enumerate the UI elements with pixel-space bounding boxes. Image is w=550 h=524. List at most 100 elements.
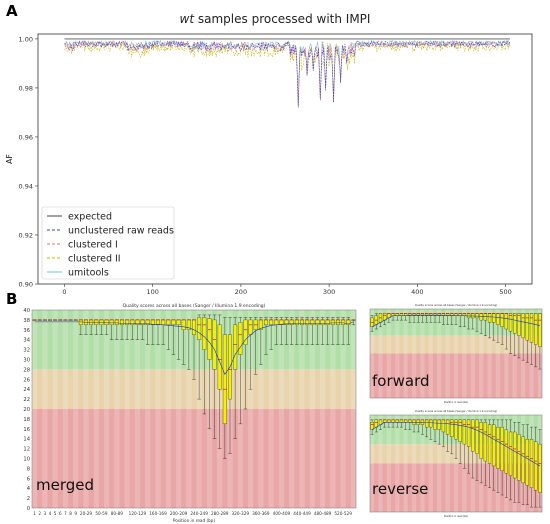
column-stripe [437, 309, 442, 398]
quality-box [222, 334, 227, 425]
x-tick-label: 8 [69, 511, 72, 516]
quality-box [171, 319, 176, 326]
quality-box [212, 319, 217, 370]
quality-box [404, 419, 408, 423]
y-tick-label: 4 [27, 486, 31, 492]
y-tick-label: 30 [23, 358, 30, 364]
quality-box [433, 419, 437, 430]
y-tick-label: 18 [23, 417, 30, 423]
quality-box [500, 426, 504, 471]
chart-title: Quality scores across all bases (Sanger … [123, 303, 266, 309]
quality-box [399, 313, 404, 316]
quality-box [517, 313, 521, 336]
y-tick-label: 0.96 [19, 133, 33, 141]
column-stripe [378, 309, 383, 398]
column-stripe [350, 310, 356, 508]
series-line-2 [64, 40, 511, 107]
legend-entry: clustered I [68, 240, 118, 251]
quality-box [243, 319, 248, 345]
x-axis-label: Position in read (bp) [173, 518, 215, 523]
column-stripe [340, 310, 346, 508]
quality-box [496, 426, 500, 469]
quality-box [383, 313, 387, 321]
forward-quality-chart: Quality scores across all bases (Sanger … [369, 303, 543, 404]
quality-box [521, 436, 525, 484]
y-tick-label: 1.00 [19, 35, 33, 43]
quality-box [504, 429, 508, 474]
quality-box [336, 319, 340, 326]
quality-box [462, 419, 467, 445]
y-tick-label: 0.98 [19, 84, 33, 92]
quality-box [264, 319, 268, 326]
quality-box [248, 319, 253, 335]
column-stripe [403, 309, 408, 398]
forward-label: forward [372, 372, 430, 390]
x-tick-label: 480-489 [314, 511, 332, 516]
quality-box [479, 422, 483, 459]
y-tick-label: 38 [23, 318, 30, 324]
y-tick-label: 16 [23, 427, 30, 433]
x-tick-label: 520-529 [334, 511, 352, 516]
column-stripe [470, 309, 475, 398]
x-tick-label: 4 [49, 511, 52, 516]
y-tick-label: 28 [23, 367, 30, 373]
x-tick-label: 50-59 [95, 511, 108, 516]
quality-box [517, 434, 521, 481]
column-stripe [196, 310, 202, 508]
quality-box [513, 431, 517, 479]
x-tick-label: 440-449 [293, 511, 311, 516]
column-stripe [411, 415, 417, 512]
quality-box [529, 313, 534, 343]
quality-box [424, 419, 429, 428]
quality-box [294, 319, 299, 326]
quality-box [181, 319, 186, 330]
column-stripe [248, 310, 254, 508]
x-tick-label: 400-409 [273, 511, 291, 516]
mean-line [34, 321, 354, 375]
chart-a-title-italic: wt [179, 12, 195, 26]
y-tick-label: 26 [23, 377, 30, 383]
x-tick-label: 500 [499, 288, 511, 296]
column-stripe [155, 310, 161, 508]
quality-box [408, 419, 412, 423]
column-stripe [504, 309, 509, 398]
quality-box [370, 422, 374, 430]
x-axis-label: Position in read (bp) [444, 515, 468, 518]
quality-box [114, 319, 119, 326]
column-stripe [289, 310, 295, 508]
x-tick-label: 200 [235, 288, 247, 296]
quality-box [462, 313, 467, 316]
y-tick-label: 0 [27, 506, 30, 512]
quality-box [525, 313, 529, 341]
column-stripe [453, 415, 459, 512]
column-stripe [83, 310, 89, 508]
quality-box [504, 313, 508, 330]
x-tick-label: 20-29 [80, 511, 93, 516]
quality-box [500, 313, 504, 327]
y-tick-label: 22 [23, 397, 30, 403]
column-stripe [495, 309, 501, 398]
y-tick-label: 10 [23, 457, 30, 463]
x-tick-label: 320-329 [232, 511, 250, 516]
column-stripe [386, 415, 391, 512]
column-stripe [278, 310, 284, 508]
column-stripe [437, 415, 442, 512]
quality-box [233, 324, 238, 370]
quality-box [217, 324, 222, 390]
column-stripe [487, 309, 492, 398]
quality-box [492, 313, 496, 323]
x-tick-label: 1 [33, 511, 36, 516]
quality-box [399, 419, 404, 423]
column-stripe [479, 309, 484, 398]
column-stripe [309, 310, 315, 508]
y-tick-label: 2 [27, 496, 30, 502]
merged-quality-chart: Quality scores across all bases (Sanger … [23, 303, 357, 523]
column-stripe [176, 310, 182, 508]
af-line-chart: 0.90 0.92 0.94 0.96 0.98 1.00 0 100 200 300 400 500… [5, 33, 533, 296]
quality-box [479, 313, 483, 321]
quality-box [450, 419, 454, 438]
quality-box [274, 319, 279, 326]
quality-zone [370, 353, 542, 398]
quality-box [305, 319, 310, 326]
quality-box [508, 431, 513, 476]
